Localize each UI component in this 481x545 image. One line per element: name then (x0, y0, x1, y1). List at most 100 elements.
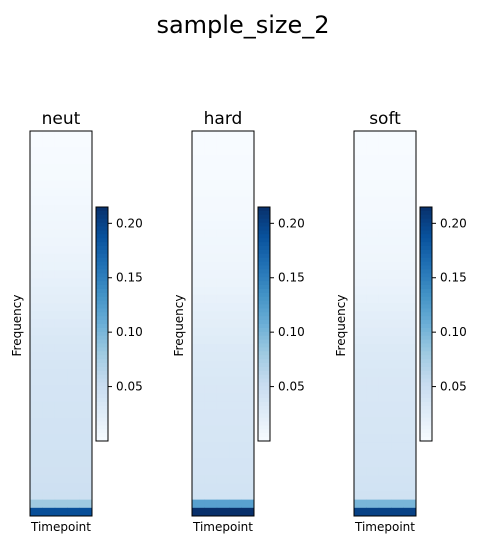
colorbar-tick-label: 0.20 (116, 216, 143, 230)
heatmap-cell (229, 475, 242, 484)
heatmap-cell (403, 262, 417, 271)
heatmap-cell (79, 303, 93, 312)
heatmap-cell (67, 434, 80, 443)
heatmap-cell (54, 483, 68, 492)
heatmap-cell (54, 253, 68, 263)
heatmap-cell (403, 155, 417, 165)
heatmap-cell (366, 466, 380, 476)
heatmap-cell (378, 278, 392, 288)
x-axis-label: Timepoint (30, 520, 91, 534)
colorbar-segment (96, 320, 108, 325)
heatmap-cell (241, 327, 255, 337)
heatmap-cell (42, 393, 56, 402)
heatmap-cell (391, 319, 404, 328)
colorbar-tick-label: 0.10 (278, 325, 305, 339)
heatmap-cell (204, 368, 218, 378)
heatmap-cell (30, 368, 43, 378)
heatmap-cell (403, 434, 417, 443)
heatmap-cell (54, 204, 68, 214)
heatmap-cell (366, 368, 380, 378)
colorbar-segment (258, 249, 270, 255)
heatmap-cell (366, 245, 380, 255)
colorbar-segment (258, 324, 270, 329)
heatmap-cell (354, 180, 367, 189)
heatmap-cell (216, 458, 230, 468)
heatmap-cell (192, 499, 205, 509)
colorbar-segment (96, 218, 108, 223)
colorbar-segment (258, 312, 270, 317)
colorbar-segment (96, 363, 108, 368)
heatmap-cell (30, 401, 43, 410)
colorbar-segment (258, 226, 270, 231)
heatmap-cell (30, 229, 43, 238)
heatmap-cell (42, 417, 56, 427)
heatmap-cell (403, 303, 417, 312)
heatmap-cell (79, 286, 93, 296)
heatmap-cell (216, 393, 230, 402)
heatmap-cell (192, 311, 205, 320)
colorbar: 0.05 0.10 0.15 0.20 (95, 206, 143, 442)
heatmap-cell (378, 196, 392, 206)
colorbar-segment (420, 312, 432, 317)
heatmap-cell (378, 458, 392, 468)
heatmap-cell (354, 204, 367, 214)
heatmap-cell (54, 294, 68, 304)
heatmap-cell (204, 221, 218, 230)
heatmap-cell (366, 507, 380, 517)
heatmap-cell (67, 278, 80, 288)
heatmap-cell (241, 196, 255, 206)
heatmap-cell (42, 376, 56, 386)
heatmap-cell (79, 450, 93, 460)
heatmap-cell (79, 171, 93, 181)
heatmap-cell (229, 376, 242, 386)
heatmap-cell (241, 180, 255, 189)
heatmap-cell (192, 417, 205, 427)
heatmap-cell (30, 450, 43, 460)
colorbar-segment (96, 386, 108, 391)
heatmap-cell (192, 253, 205, 263)
heatmap-cell (192, 171, 205, 181)
colorbar-segment (96, 351, 108, 356)
heatmap-cell (241, 409, 255, 419)
heatmap-cell (229, 286, 242, 296)
heatmap-cell (229, 352, 242, 361)
heatmap-cell (241, 270, 255, 279)
heatmap-cell (54, 311, 68, 320)
heatmap-cell (42, 237, 56, 247)
colorbar-segment (258, 413, 270, 418)
heatmap-cell (229, 491, 242, 501)
heatmap-cell (354, 425, 367, 435)
heatmap-cell (366, 180, 380, 189)
heatmap-cell (30, 188, 43, 197)
colorbar-segment (420, 409, 432, 415)
heatmap-cell (403, 327, 417, 337)
heatmap-cell (216, 491, 230, 501)
heatmap-cell (204, 450, 218, 460)
heatmap-cell (67, 475, 80, 484)
heatmap-cell (229, 319, 242, 328)
colorbar-segment (96, 421, 108, 426)
heatmap-cell (241, 417, 255, 427)
heatmap-cell (354, 155, 367, 165)
heatmap-cell (366, 147, 380, 156)
colorbar-segment (96, 366, 108, 372)
heatmap-cell (366, 237, 380, 247)
heatmap-cell (67, 425, 80, 435)
heatmap-cell (378, 139, 392, 148)
heatmap-cell (391, 507, 404, 517)
heatmap-cell (241, 294, 255, 304)
heatmap-cell (366, 131, 380, 140)
heatmap-cell (42, 212, 56, 222)
heatmap-cell (366, 163, 380, 173)
heatmap-cell (67, 343, 80, 353)
heatmap-cell (42, 221, 56, 230)
heatmap-cell (241, 376, 255, 386)
heatmap-cell (192, 270, 205, 279)
heatmap-cell (204, 196, 218, 206)
heatmap-cell (204, 188, 218, 197)
heatmap-cell (30, 507, 43, 517)
heatmap-cell (403, 393, 417, 402)
panel-title: hard (204, 109, 243, 129)
heatmap-cell (378, 212, 392, 222)
heatmap-cell (354, 196, 367, 206)
